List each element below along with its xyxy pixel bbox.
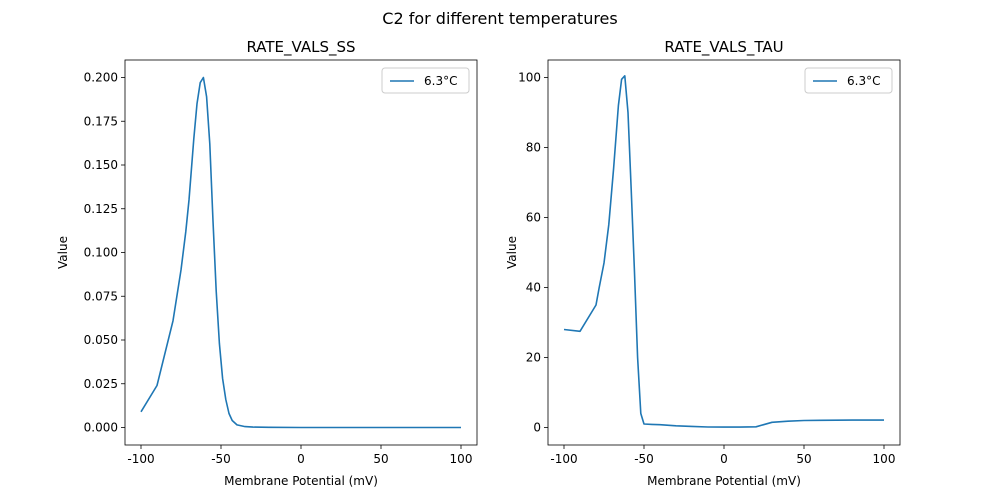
y-tick-label: 80 — [526, 141, 541, 155]
figure-suptitle: C2 for different temperatures — [382, 9, 617, 28]
subplot-rate-vals-tau: RATE_VALS_TAU -100 -50 0 50 100 0 20 40 60 80 100 Me… — [505, 38, 901, 488]
subplot-rate-vals-ss: RATE_VALS_SS -100 -50 0 50 100 0.000 0.025 0.050… — [56, 38, 478, 488]
x-tick-label: 50 — [373, 452, 388, 466]
series-line-0 — [140, 76, 461, 429]
y-tick-label: 0.050 — [84, 333, 118, 347]
x-tick-label: 100 — [450, 452, 473, 466]
y-tick-label: 0.175 — [84, 114, 118, 128]
legend-label: 6.3°C — [424, 74, 457, 88]
x-tick-label: -100 — [127, 452, 154, 466]
subplot-title: RATE_VALS_TAU — [664, 38, 783, 57]
y-tick-label: 60 — [526, 211, 541, 225]
y-tick-label: 0.150 — [84, 158, 118, 172]
y-tick-label: 100 — [518, 71, 541, 85]
axes-frame — [547, 59, 901, 446]
legend-label: 6.3°C — [847, 74, 880, 88]
y-axis-label: Value — [505, 236, 519, 269]
x-tick-label: -100 — [550, 452, 577, 466]
y-tick-label: 0 — [533, 421, 541, 435]
y-tick-label: 0.025 — [84, 377, 118, 391]
y-tick-label: 0.100 — [84, 246, 118, 260]
x-tick-label: 100 — [873, 452, 896, 466]
x-axis-label: Membrane Potential (mV) — [224, 474, 378, 488]
axes-frame — [124, 59, 478, 446]
subplot-title: RATE_VALS_SS — [246, 38, 355, 57]
legend-box — [381, 67, 470, 94]
y-tick-label: 0.075 — [84, 289, 118, 303]
y-tick-label: 0.000 — [84, 421, 118, 435]
x-tick-label: -50 — [211, 452, 231, 466]
y-tick-label: 40 — [526, 281, 541, 295]
series-line-0 — [563, 75, 884, 428]
x-tick-label: -50 — [634, 452, 654, 466]
legend-box — [804, 67, 893, 94]
x-tick-label: 50 — [796, 452, 811, 466]
y-axis-label: Value — [56, 236, 70, 269]
x-tick-label: 0 — [720, 452, 728, 466]
y-tick-label: 0.125 — [84, 202, 118, 216]
y-tick-label: 0.200 — [84, 71, 118, 85]
y-tick-label: 20 — [526, 351, 541, 365]
x-axis-label: Membrane Potential (mV) — [647, 474, 801, 488]
x-tick-label: 0 — [297, 452, 305, 466]
